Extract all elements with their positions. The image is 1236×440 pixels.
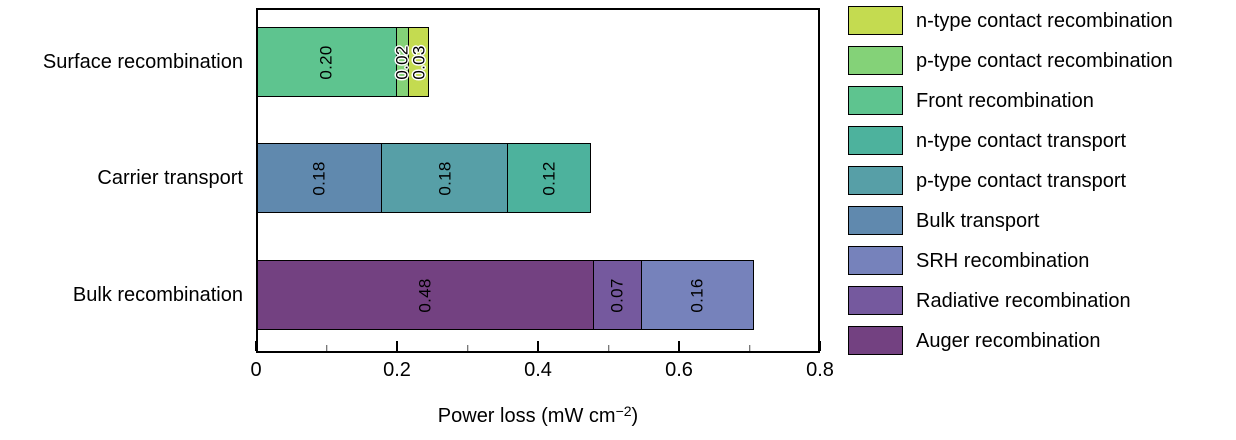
major-tick [819,341,821,351]
minor-tick [748,345,751,351]
legend-item: p-type contact recombination [848,46,1173,75]
minor-tick [607,345,610,351]
legend-label: SRH recombination [916,249,1090,272]
bar-segment: 0.07 [592,260,643,330]
major-tick [396,341,398,351]
bar-value-label: 0.18 [435,160,455,196]
minor-tick [325,345,328,351]
legend-label: Radiative recombination [916,289,1131,312]
minor-tick [466,345,469,351]
legend-swatch [848,166,903,195]
major-tick [255,341,257,351]
legend-item: Radiative recombination [848,286,1131,315]
legend-label: n-type contact transport [916,129,1127,152]
legend-label: Auger recombination [916,329,1101,352]
legend-swatch [848,126,903,155]
x-axis-title-superscript: −2 [615,403,632,419]
legend-swatch [848,6,903,35]
legend-item: Front recombination [848,86,1094,115]
bar-segment: 0.03 [408,27,430,97]
category-label: Bulk recombination [72,284,243,306]
x-tick-label: 0.6 [665,359,693,381]
legend-swatch [848,86,903,115]
bar-value-label: 0.20 [316,44,336,80]
bar-value-label: 0.02 [393,44,413,80]
bar-value-label: 0.03 [409,44,429,80]
x-axis-title-text: Power loss (mW cm [437,405,616,427]
bar-value-label: 0.18 [309,160,329,196]
legend-label: p-type contact recombination [916,49,1173,72]
x-tick-label: 0.2 [383,359,411,381]
bar-row: 0.48 0.07 0.16 [256,260,754,330]
bar-segment: 0.12 [506,143,592,213]
x-tick-label: 0 [250,359,262,381]
bar-row: 0.18 0.18 0.12 [256,143,592,213]
major-tick [678,341,680,351]
legend-item: Bulk transport [848,206,1039,235]
legend-label: n-type contact recombination [916,9,1173,32]
bar-segment: 0.48 [256,260,595,330]
legend-label: Bulk transport [916,209,1040,232]
legend-swatch [848,246,903,275]
legend-item: n-type contact recombination [848,6,1173,35]
bar-value-label: 0.12 [539,160,559,196]
legend-item: n-type contact transport [848,126,1126,155]
legend-item: p-type contact transport [848,166,1126,195]
bar-segment: 0.18 [256,143,383,213]
legend-label: Front recombination [916,89,1094,112]
legend-swatch [848,206,903,235]
legend-item: Auger recombination [848,326,1101,355]
bar-segment: 0.18 [381,143,509,213]
bar-value-label: 0.16 [687,277,707,313]
bar-row: 0.20 0.02 0.03 [256,27,430,97]
bar-value-label: 0.07 [608,277,628,313]
major-tick [537,341,539,351]
legend-item: SRH recombination [848,246,1089,275]
plot-area: 0.20 0.02 0.03 0.18 0.18 0.12 0.48 0.07 0.16 [255,8,821,353]
x-tick-label: 0.4 [524,359,552,381]
legend-swatch [848,46,903,75]
x-axis-title-suffix: ) [631,405,639,427]
bar-segment: 0.20 [256,27,397,97]
legend-swatch [848,286,903,315]
x-axis-title: Power loss (mW cm−2) [256,404,820,426]
bar-segment: 0.02 [393,27,413,97]
bar-segment: 0.16 [640,260,754,330]
legend-label: p-type contact transport [916,169,1127,192]
x-tick-label: 0.8 [806,359,834,381]
category-label: Carrier transport [97,167,243,189]
bar-value-label: 0.48 [415,277,435,313]
category-label: Surface recombination [42,51,243,73]
legend-swatch [848,326,903,355]
